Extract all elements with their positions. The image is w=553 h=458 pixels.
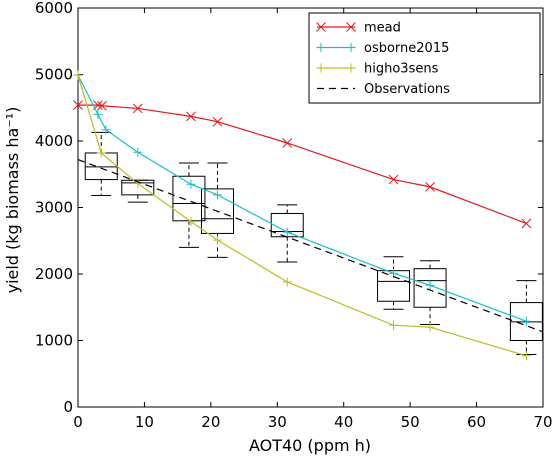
plus-marker xyxy=(346,63,356,73)
x-tick-label: 30 xyxy=(268,413,287,431)
x-marker xyxy=(425,182,435,192)
plus-marker xyxy=(282,277,292,287)
y-tick-label: 6000 xyxy=(35,0,73,17)
x-tick-label: 10 xyxy=(135,413,154,431)
y-axis-label: yield (kg biomass ha⁻¹) xyxy=(3,107,22,294)
x-marker xyxy=(521,218,532,229)
boxplot-box xyxy=(201,188,234,234)
plus-marker xyxy=(213,190,222,200)
plus-marker xyxy=(133,147,143,157)
series-line xyxy=(77,74,527,357)
plus-marker xyxy=(133,179,143,189)
x-marker xyxy=(316,22,326,32)
x-marker xyxy=(132,103,143,114)
series-line xyxy=(77,74,527,322)
boxplot-box xyxy=(413,268,447,308)
boxplot-box xyxy=(172,175,206,222)
x-marker xyxy=(388,174,399,185)
plus-marker xyxy=(213,235,222,245)
series-mead xyxy=(73,100,532,229)
legend: mead osborne2015 higho3sens Observations xyxy=(308,12,541,104)
series-line xyxy=(78,104,527,225)
plus-marker xyxy=(186,216,196,226)
plus-marker xyxy=(282,227,292,237)
x-marker xyxy=(346,22,356,32)
legend-entry: higho3sens xyxy=(316,62,439,77)
y-tick-label: 1000 xyxy=(35,332,73,350)
observation-boxplot xyxy=(377,256,411,310)
y-tick-label: 2000 xyxy=(35,265,73,283)
plus-marker xyxy=(425,280,435,290)
series-line xyxy=(77,159,544,333)
plus-marker xyxy=(346,43,356,52)
x-tick-label: 0 xyxy=(73,413,83,431)
plus-marker xyxy=(73,70,83,80)
series-higho3sens xyxy=(73,70,531,361)
y-tick-label: 5000 xyxy=(35,66,73,84)
plus-marker xyxy=(521,351,531,361)
x-tick-label: 20 xyxy=(201,413,220,431)
x-tick-label: 60 xyxy=(467,413,486,431)
plus-marker xyxy=(186,179,196,189)
y-tick-label: 4000 xyxy=(35,132,73,150)
legend-label: Observations xyxy=(364,82,450,97)
legend-label: osborne2015 xyxy=(364,41,449,56)
observation-boxplot xyxy=(172,162,206,248)
legend-label: higho3sens xyxy=(364,62,439,77)
plus-marker xyxy=(101,125,111,135)
x-tick-label: 50 xyxy=(401,413,420,431)
x-marker xyxy=(73,100,83,110)
series-osborne2015 xyxy=(73,70,531,326)
observation-boxplot xyxy=(413,260,447,326)
legend-label: mead xyxy=(364,21,401,36)
y-tick-label: 0 xyxy=(63,398,73,416)
x-marker xyxy=(186,111,196,122)
boxplot-box xyxy=(270,212,304,238)
legend-entry: mead xyxy=(316,21,401,36)
x-axis-label: AOT40 (ppm h) xyxy=(249,436,371,455)
y-tick-label: 3000 xyxy=(35,199,73,217)
x-tick-label: 70 xyxy=(533,413,552,431)
plus-marker xyxy=(425,322,435,332)
plus-marker xyxy=(521,316,531,326)
plus-marker xyxy=(316,43,326,52)
legend-entry: osborne2015 xyxy=(316,41,449,56)
x-marker xyxy=(282,138,293,148)
plus-marker xyxy=(96,148,106,158)
plus-marker xyxy=(389,320,399,330)
series-observations xyxy=(77,159,544,333)
plus-marker xyxy=(93,109,103,119)
x-marker xyxy=(212,116,223,127)
x-tick-label: 40 xyxy=(334,413,353,431)
plus-marker xyxy=(316,63,326,73)
x-marker xyxy=(97,100,107,111)
legend-entry: Observations xyxy=(317,82,450,97)
